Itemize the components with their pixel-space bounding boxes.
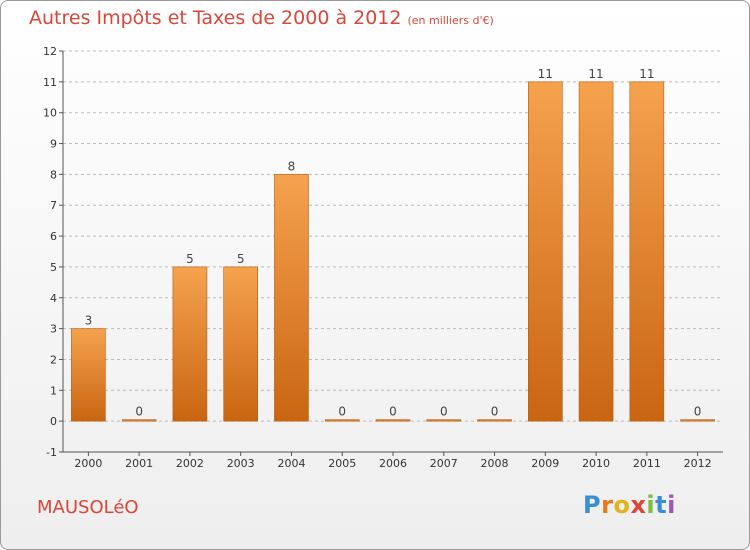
value-label-2010: 11 [588,67,603,81]
x-tick-label: 2010 [582,457,610,470]
value-label-2001: 0 [135,405,143,419]
y-tick-label: 3 [50,323,57,336]
x-tick-label: 2011 [633,457,661,470]
y-tick-label: -1 [46,446,57,459]
bar-2012 [680,419,715,422]
y-tick-label: 7 [50,199,57,212]
y-tick-label: 8 [50,168,57,181]
bars [71,81,715,422]
value-label-2000: 3 [85,314,93,328]
bar-2008 [477,419,512,422]
proxiti-logo: Proxiti [583,491,676,519]
bar-2000 [71,328,106,422]
value-label-2011: 11 [639,67,654,81]
value-label-2006: 0 [389,405,397,419]
bar-2009 [528,81,563,422]
x-tick-label: 2004 [277,457,305,470]
bar-2010 [578,81,614,422]
bar-2006 [375,419,411,422]
x-tick-label: 2007 [430,457,458,470]
bar-2003 [223,266,258,422]
x-tick-label: 2003 [227,457,255,470]
value-label-2008: 0 [491,405,499,419]
axes [59,50,723,456]
bar-2002 [172,266,208,422]
value-label-2004: 8 [288,159,296,173]
value-label-2009: 11 [538,67,553,81]
grid-lines [63,50,723,453]
x-tick-label: 2001 [125,457,153,470]
value-label-2012: 0 [694,405,702,419]
value-label-2003: 5 [237,252,245,266]
x-tick-label: 2006 [379,457,407,470]
y-tick-label: 11 [43,76,57,89]
x-tick-label: 2012 [684,457,712,470]
value-label-2007: 0 [440,405,448,419]
value-label-2005: 0 [338,405,346,419]
chart-title-text: Autres Impôts et Taxes de 2000 à 2012 [29,7,402,29]
y-tick-label: 6 [50,230,57,243]
y-tick-label: 9 [50,138,57,151]
chart-unit: (en milliers d'€) [407,14,494,27]
y-tick-label: 2 [50,353,57,366]
y-tick-label: 10 [43,107,57,120]
y-tick-label: 12 [43,45,57,58]
y-tick-label: 4 [50,292,57,305]
bar-2004 [274,174,309,422]
x-tick-label: 2008 [481,457,509,470]
chart-title: Autres Impôts et Taxes de 2000 à 2012 (en… [29,7,494,29]
x-tick-label: 2002 [176,457,204,470]
x-tick-labels: 2000 2001 2002 2003 2004 2005 2006 2007 2008 2009… [74,457,711,470]
x-tick-label: 2005 [328,457,356,470]
bar-2011 [629,81,665,422]
bar-2005 [324,419,360,422]
value-label-2002: 5 [186,252,194,266]
bar-2001 [121,419,157,422]
bar-2007 [426,419,462,422]
y-tick-label: 1 [50,384,57,397]
y-tick-label: 0 [50,415,57,428]
x-tick-label: 2000 [74,457,102,470]
value-labels: 3 0 5 5 8 0 0 0 0 11 11 11 0 [85,67,702,419]
commune-name: MAUSOLéO [37,497,139,518]
x-tick-label: 2009 [531,457,559,470]
y-tick-label: 5 [50,261,57,274]
